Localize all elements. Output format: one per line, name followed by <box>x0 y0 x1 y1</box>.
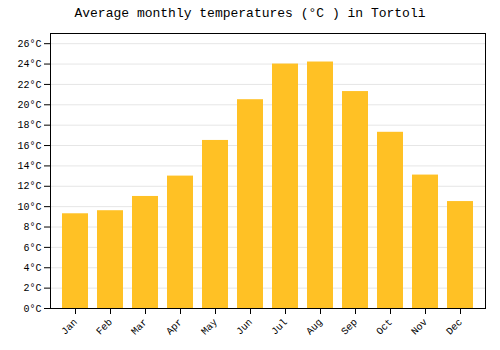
svg-text:12°C: 12°C <box>17 181 41 192</box>
html-text:Average monthly temperatures (: Average monthly temperatures (°C ) in To… <box>74 6 426 21</box>
svg-text:16°C: 16°C <box>17 141 41 152</box>
svg-text:22°C: 22°C <box>17 80 41 91</box>
svg-text:May: May <box>199 317 220 338</box>
svg-text:Mar: Mar <box>129 317 150 338</box>
svg-text:24°C: 24°C <box>17 59 41 70</box>
svg-text:Feb: Feb <box>94 317 115 338</box>
svg-text:26°C: 26°C <box>17 39 41 50</box>
svg-text:20°C: 20°C <box>17 100 41 111</box>
svg-text:2°C: 2°C <box>23 283 41 294</box>
svg-text:14°C: 14°C <box>17 161 41 172</box>
svg-text:10°C: 10°C <box>17 202 41 213</box>
svg-text:Jan: Jan <box>59 317 80 338</box>
svg-text:Jun: Jun <box>234 317 255 338</box>
svg-text:8°C: 8°C <box>23 222 41 233</box>
svg-text:Sep: Sep <box>339 317 360 338</box>
svg-text:Nov: Nov <box>409 317 430 338</box>
svg-text:18°C: 18°C <box>17 120 41 131</box>
svg-text:Aug: Aug <box>304 317 325 338</box>
svg-text:Apr: Apr <box>164 317 185 338</box>
svg-text:6°C: 6°C <box>23 243 41 254</box>
svg-text:Dec: Dec <box>444 317 465 338</box>
svg-text:Oct: Oct <box>374 317 395 338</box>
svg-text:0°C: 0°C <box>23 304 41 315</box>
svg-text:Jul: Jul <box>269 317 290 338</box>
svg-text:4°C: 4°C <box>23 263 41 274</box>
